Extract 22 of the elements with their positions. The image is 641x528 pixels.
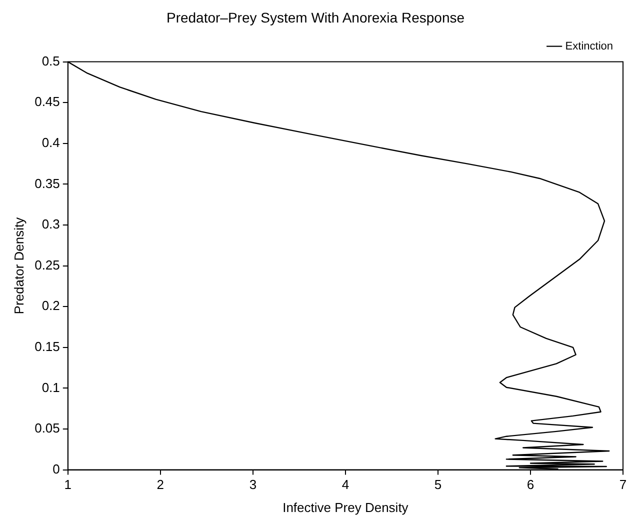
y-tick-label: 0.5 (42, 53, 60, 68)
x-axis-title: Infective Prey Density (282, 500, 409, 515)
x-tick-label: 1 (64, 477, 72, 492)
x-tick-label: 7 (619, 477, 627, 492)
y-tick-label: 0 (52, 461, 60, 476)
x-tick-label: 5 (434, 477, 442, 492)
y-tick-label: 0.3 (42, 216, 60, 232)
y-tick-label: 0.45 (34, 94, 60, 110)
chart-title: Predator–Prey System With Anorexia Response (166, 9, 465, 26)
legend-label: Extinction (565, 40, 614, 52)
y-tick-label: 0.15 (34, 338, 60, 354)
y-axis-title: Predator Density (11, 216, 26, 314)
y-tick-label: 0.2 (42, 298, 60, 314)
y-tick-label: 0.1 (42, 380, 60, 395)
y-tick-label: 0.25 (34, 257, 60, 272)
y-tick-label: 0.05 (34, 420, 60, 436)
x-tick-label: 6 (526, 477, 534, 492)
x-tick-label: 4 (342, 477, 350, 492)
x-tick-label: 2 (156, 477, 164, 492)
y-tick-label: 0.35 (34, 176, 60, 191)
y-tick-label: 0.4 (42, 134, 60, 150)
x-tick-label: 3 (249, 477, 257, 492)
